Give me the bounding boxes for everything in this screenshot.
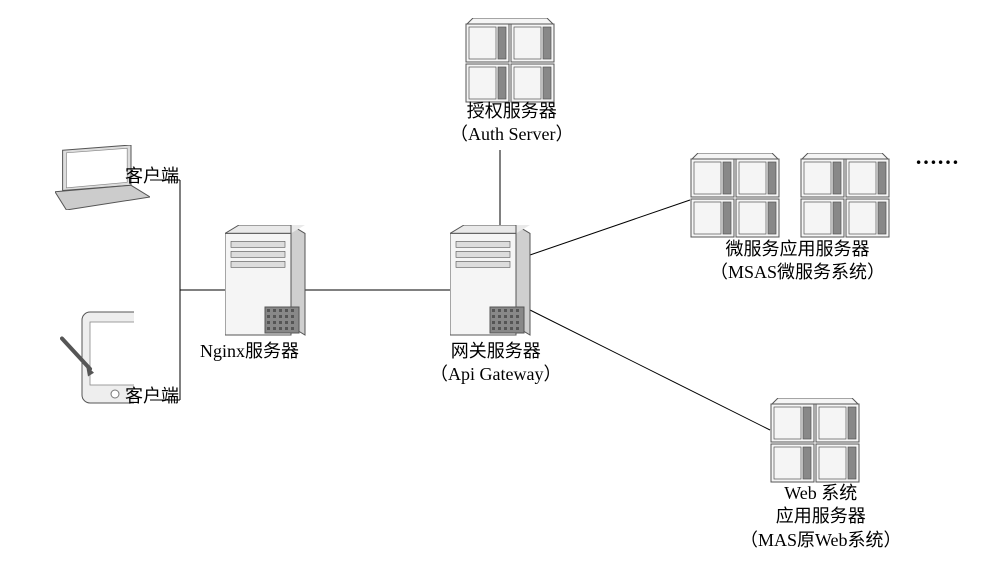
client-bottom-label: 客户端 [125, 385, 179, 408]
auth-label: 授权服务器 （Auth Server） [450, 100, 573, 147]
msas-label-cn: 微服务应用服务器 [726, 239, 870, 259]
ellipsis-label: …… [915, 143, 959, 172]
auth-label-cn: 授权服务器 [467, 101, 557, 121]
mas-label-l2: 应用服务器 [776, 506, 866, 526]
nginx-label-cn: Nginx服务器 [200, 341, 299, 361]
mas-label: Web 系统 应用服务器 （MAS原Web系统） [740, 482, 902, 552]
msas-label-en: （MSAS微服务系统） [710, 262, 885, 282]
msas-label: 微服务应用服务器 （MSAS微服务系统） [710, 238, 885, 285]
gateway-label-en: （Api Gateway） [430, 364, 561, 384]
gateway-server-icon [450, 225, 532, 342]
nginx-label: Nginx服务器 [200, 340, 299, 363]
mas-label-l1: Web 系统 [784, 483, 857, 503]
nginx-server-icon [225, 225, 307, 342]
gateway-label-cn: 网关服务器 [451, 341, 541, 361]
msas-server-icon [690, 153, 780, 244]
mas-label-l3: （MAS原Web系统） [740, 530, 902, 550]
msas2-server-icon [800, 153, 890, 244]
auth-server-icon [465, 18, 555, 109]
client-top-label: 客户端 [125, 165, 179, 188]
client-tablet-icon [60, 310, 134, 414]
auth-label-en: （Auth Server） [450, 124, 573, 144]
gateway-label: 网关服务器 （Api Gateway） [430, 340, 561, 387]
mas-server-icon [770, 398, 860, 489]
